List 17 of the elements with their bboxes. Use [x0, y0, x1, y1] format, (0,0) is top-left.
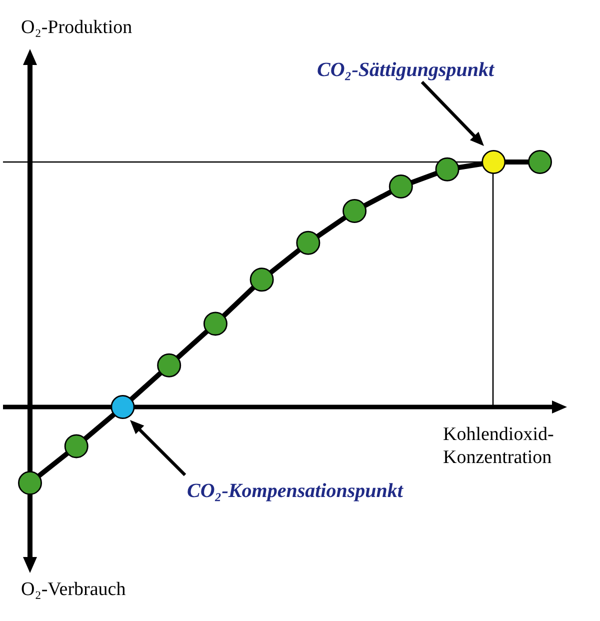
- text: O₂-Produktion: [21, 17, 133, 38]
- annotation: CO₂-Kompensationspunkt: [187, 480, 404, 502]
- point: [64, 434, 88, 458]
- x-axis-title: Kohlendioxid-Konzentration: [443, 424, 554, 468]
- point: [342, 199, 367, 223]
- point: [296, 230, 320, 255]
- point: [18, 470, 42, 495]
- point: [435, 157, 460, 182]
- point: [203, 312, 228, 336]
- point: [528, 150, 552, 174]
- point: [110, 395, 135, 419]
- point: [157, 353, 182, 378]
- point: [250, 268, 274, 292]
- text: O₂-Verbrauch: [21, 579, 126, 600]
- point: [388, 174, 413, 198]
- point: [482, 150, 506, 174]
- text: CO₂-Sättigungspunkt: [317, 59, 496, 81]
